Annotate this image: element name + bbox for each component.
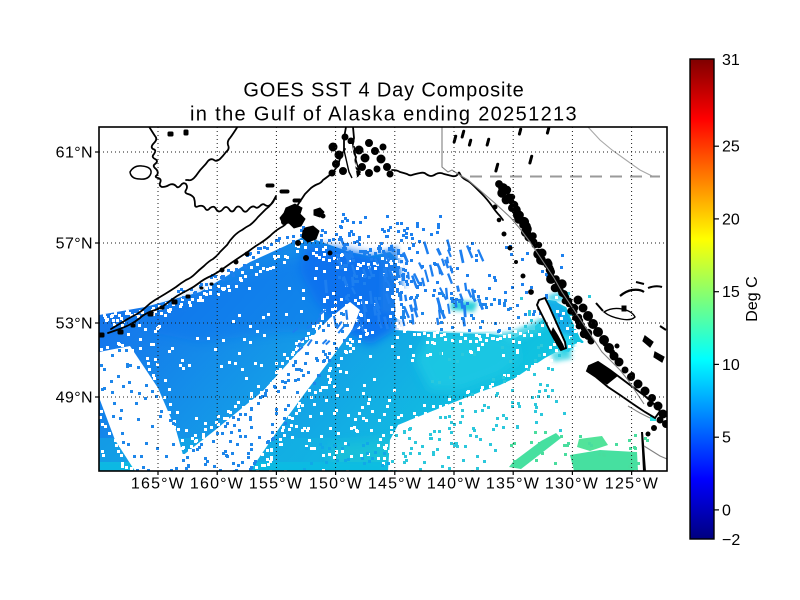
svg-text:155°W: 155°W — [249, 476, 303, 493]
svg-text:31: 31 — [722, 52, 740, 69]
svg-text:160°W: 160°W — [190, 476, 244, 493]
svg-text:in the Gulf of Alaska ending 2: in the Gulf of Alaska ending 20251213 — [190, 104, 578, 126]
svg-text:5: 5 — [722, 430, 731, 447]
svg-text:10: 10 — [722, 357, 740, 374]
svg-text:61°N: 61°N — [56, 145, 93, 162]
svg-text:Deg C: Deg C — [744, 276, 761, 321]
svg-text:150°W: 150°W — [309, 476, 363, 493]
svg-text:135°W: 135°W — [486, 476, 540, 493]
svg-text:165°W: 165°W — [131, 476, 185, 493]
svg-text:20: 20 — [722, 211, 740, 228]
svg-text:145°W: 145°W — [368, 476, 422, 493]
svg-text:25: 25 — [722, 139, 740, 156]
svg-text:49°N: 49°N — [56, 390, 93, 407]
svg-text:125°W: 125°W — [605, 476, 659, 493]
svg-text:140°W: 140°W — [427, 476, 481, 493]
svg-text:−2: −2 — [722, 532, 740, 549]
svg-text:GOES SST 4 Day Composite: GOES SST 4 Day Composite — [243, 80, 524, 102]
svg-text:57°N: 57°N — [56, 236, 93, 253]
svg-text:0: 0 — [722, 502, 731, 519]
svg-text:130°W: 130°W — [545, 476, 599, 493]
svg-text:15: 15 — [722, 284, 740, 301]
svg-text:53°N: 53°N — [56, 316, 93, 333]
